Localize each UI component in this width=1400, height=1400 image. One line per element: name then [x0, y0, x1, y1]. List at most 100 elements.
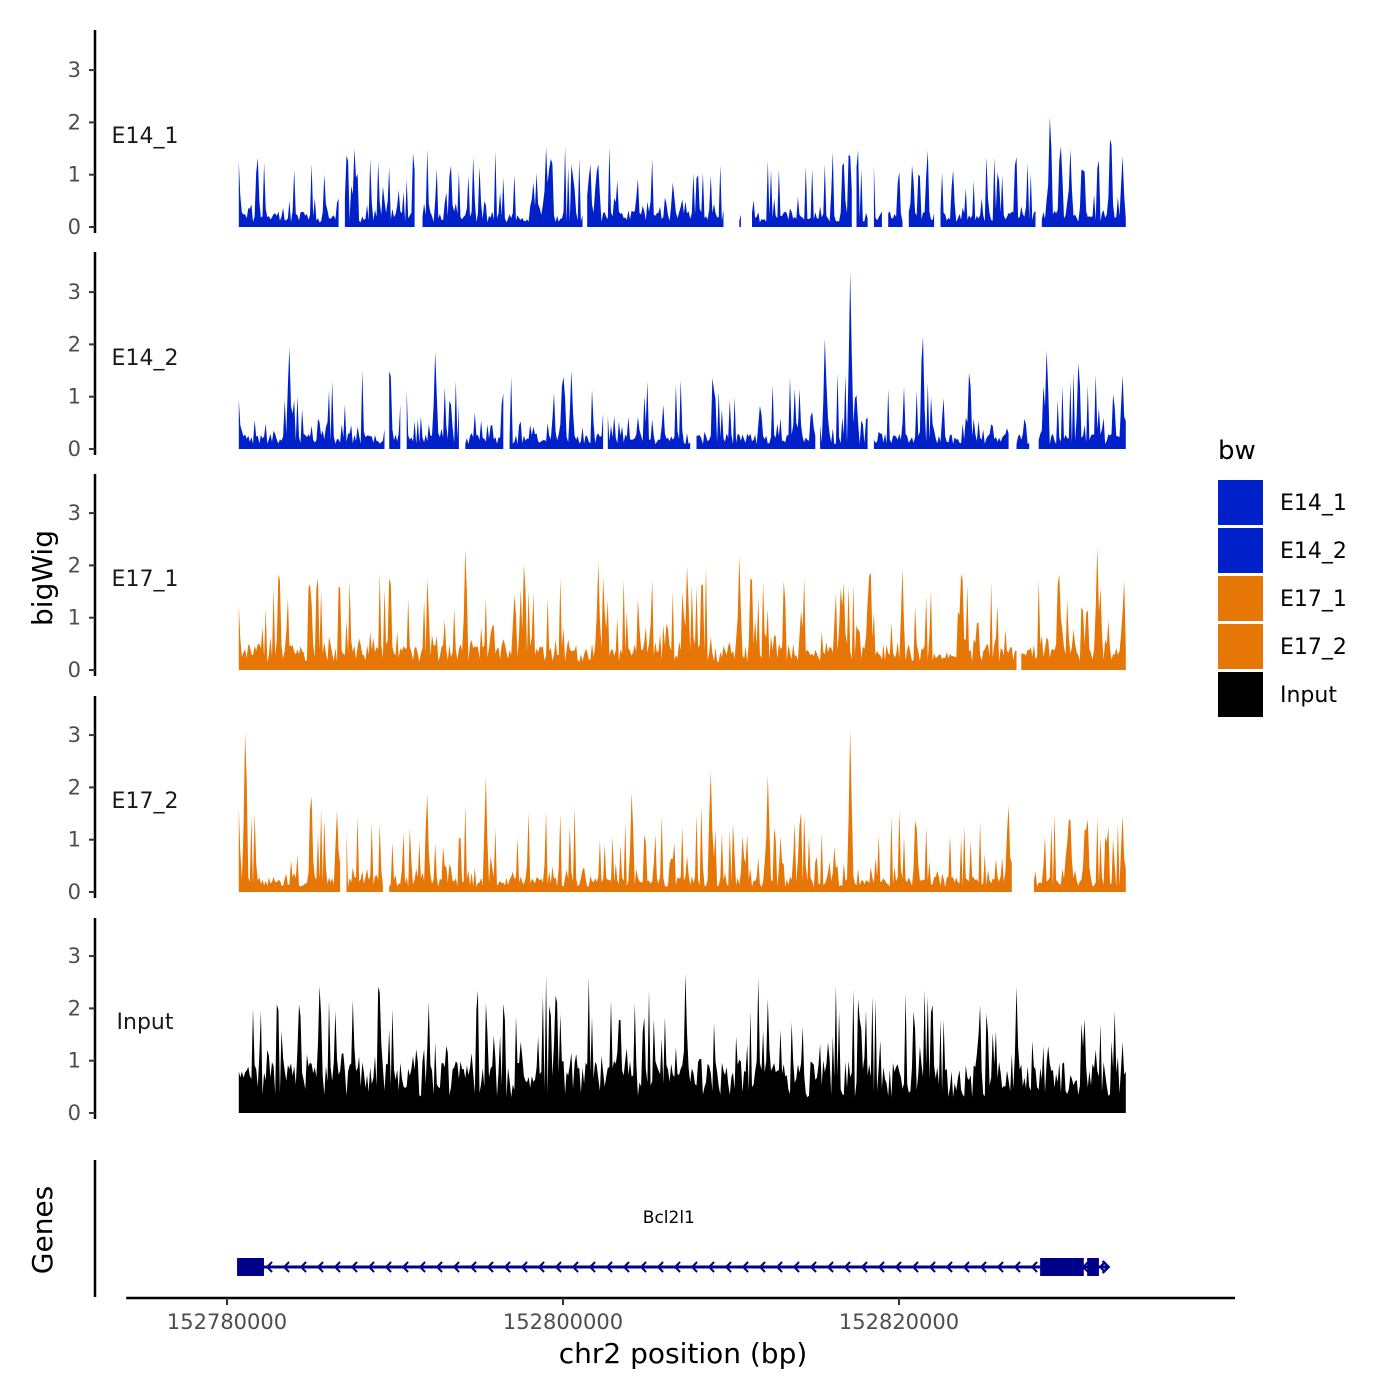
- strand-chevron: [741, 1261, 749, 1273]
- strand-chevron: [401, 1261, 409, 1273]
- x-axis-title: chr2 position (bp): [559, 1337, 808, 1370]
- y-tick-label: 3: [68, 944, 81, 968]
- strand-chevron: [333, 1261, 341, 1273]
- y-tick-label: 0: [68, 658, 81, 682]
- strand-chevron: [316, 1261, 324, 1273]
- strand-chevron: [673, 1261, 681, 1273]
- gene-exon: [1087, 1258, 1099, 1276]
- legend-swatch: [1218, 576, 1263, 621]
- y-axis-title: bigWig: [26, 530, 59, 626]
- legend-label: E17_2: [1280, 635, 1347, 660]
- strand-chevron: [945, 1261, 953, 1273]
- strand-chevron: [588, 1261, 596, 1273]
- y-tick-label: 2: [68, 775, 81, 799]
- x-axis: 152780000 152800000 152820000: [126, 1296, 1235, 1334]
- track-E17_1: 0 1 2 3 E17_1: [68, 474, 1126, 682]
- gene-end-marker: [1101, 1260, 1111, 1274]
- strand-chevron: [299, 1261, 307, 1273]
- legend-label: E14_1: [1280, 491, 1347, 516]
- legend-swatch: [1218, 624, 1263, 669]
- signal-area-E17_1: [238, 546, 1126, 670]
- y-tick-label: 0: [68, 215, 81, 239]
- strand-chevron: [469, 1261, 477, 1273]
- strand-chevron: [690, 1261, 698, 1273]
- gene-exon: [1040, 1258, 1073, 1276]
- strand-chevron: [282, 1261, 290, 1273]
- strand-chevron: [911, 1261, 919, 1273]
- strand-chevron: [605, 1261, 613, 1273]
- strand-chevron: [979, 1261, 987, 1273]
- legend-label: Input: [1280, 683, 1337, 708]
- x-tick-label: 152800000: [503, 1310, 623, 1334]
- strand-chevron: [860, 1261, 868, 1273]
- track-label: E17_2: [112, 789, 179, 814]
- strand-chevron: [435, 1261, 443, 1273]
- strand-chevron: [758, 1261, 766, 1273]
- strand-chevron: [656, 1261, 664, 1273]
- track-Input: 0 1 2 3 Input: [68, 918, 1126, 1125]
- y-tick-label: 2: [68, 332, 81, 356]
- strand-chevron: [384, 1261, 392, 1273]
- y-tick-label: 2: [68, 996, 81, 1020]
- gene-name-label: Bcl2l1: [643, 1208, 695, 1228]
- y-tick-label: 3: [68, 280, 81, 304]
- strand-chevron: [265, 1261, 273, 1273]
- strand-chevron: [537, 1261, 545, 1273]
- legend-swatch: [1218, 672, 1263, 717]
- strand-chevron: [554, 1261, 562, 1273]
- track-E14_1: 0 1 2 3 E14_1: [68, 30, 1126, 239]
- strand-chevron: [826, 1261, 834, 1273]
- legend-title: bw: [1218, 436, 1256, 466]
- x-tick-label: 152780000: [167, 1310, 287, 1334]
- legend-label: E17_1: [1280, 587, 1347, 612]
- y-tick-label: 1: [68, 385, 81, 409]
- tracks-layer: 0 1 2 3 E14_1 0 1 2 3 E14_2 0 1 2 3 E17_1 0 1 2 3 E17_2 0 1 2 3…: [68, 30, 1126, 1125]
- strand-chevron: [452, 1261, 460, 1273]
- y-tick-label: 0: [68, 1101, 81, 1125]
- strand-chevron: [571, 1261, 579, 1273]
- strand-chevron: [1013, 1261, 1021, 1273]
- y-tick-label: 0: [68, 437, 81, 461]
- track-E17_2: 0 1 2 3 E17_2: [68, 696, 1126, 904]
- genes-axis-title: Genes: [26, 1186, 59, 1274]
- strand-chevron: [775, 1261, 783, 1273]
- strand-chevron: [792, 1261, 800, 1273]
- legend-swatch: [1218, 480, 1263, 525]
- strand-chevron: [639, 1261, 647, 1273]
- signal-area-E14_2: [238, 271, 1126, 449]
- track-label: E14_1: [112, 124, 179, 149]
- strand-chevron: [367, 1261, 375, 1273]
- strand-chevron: [622, 1261, 630, 1273]
- x-tick-label: 152820000: [839, 1310, 959, 1334]
- track-label: E17_1: [112, 567, 179, 592]
- strand-chevron: [486, 1261, 494, 1273]
- strand-chevron: [894, 1261, 902, 1273]
- genes-panel: Bcl2l1: [93, 1160, 1111, 1297]
- strand-chevron: [809, 1261, 817, 1273]
- strand-chevron: [724, 1261, 732, 1273]
- strand-chevron: [1030, 1261, 1038, 1273]
- legend: bw E14_1 E14_2 E17_1 E17_2 Input: [1218, 436, 1347, 717]
- signal-area-Input: [238, 973, 1126, 1113]
- strand-chevron: [1098, 1261, 1106, 1273]
- y-tick-label: 3: [68, 58, 81, 82]
- y-tick-label: 1: [68, 163, 81, 187]
- strand-chevron: [503, 1261, 511, 1273]
- gene-exon: [1072, 1258, 1084, 1276]
- strand-chevron: [962, 1261, 970, 1273]
- strand-chevron: [350, 1261, 358, 1273]
- y-tick-label: 0: [68, 880, 81, 904]
- y-tick-label: 2: [68, 110, 81, 134]
- strand-chevron: [877, 1261, 885, 1273]
- y-tick-label: 2: [68, 553, 81, 577]
- gene-exon: [237, 1258, 264, 1276]
- y-tick-label: 1: [68, 828, 81, 852]
- signal-area-E14_1: [238, 117, 1126, 227]
- strand-chevron: [418, 1261, 426, 1273]
- strand-chevron: [520, 1261, 528, 1273]
- track-label: E14_2: [112, 346, 179, 371]
- strand-chevron: [928, 1261, 936, 1273]
- strand-chevron: [707, 1261, 715, 1273]
- y-tick-label: 1: [68, 606, 81, 630]
